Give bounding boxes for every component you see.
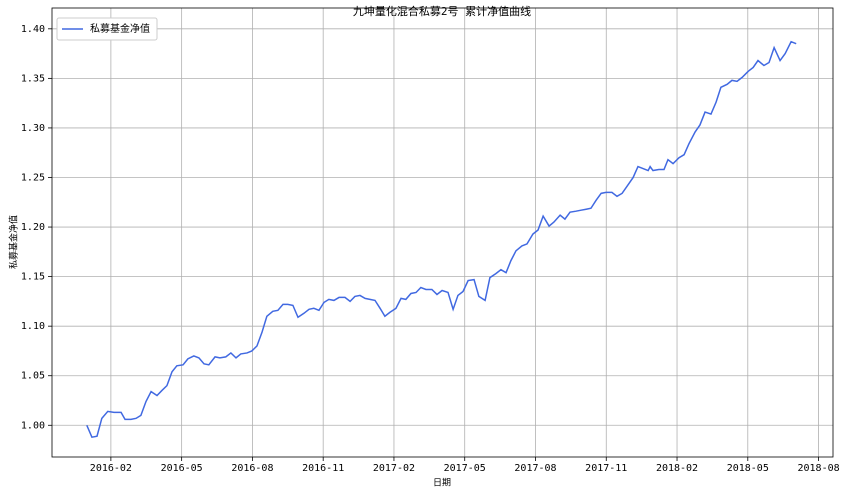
y-tick-label: 1.20: [21, 222, 45, 233]
x-tick-label: 2018-08: [797, 463, 839, 474]
y-tick-label: 1.30: [21, 123, 45, 134]
y-tick-label: 1.10: [21, 321, 45, 332]
x-tick-label: 2017-05: [444, 463, 486, 474]
y-tick-label: 1.25: [21, 172, 45, 183]
plot-frame: [51, 7, 834, 458]
x-tick-label: 2016-11: [302, 463, 344, 474]
legend-box: [56, 17, 158, 41]
chart-title: 九坤量化混合私募2号 累计净值曲线: [353, 4, 531, 18]
x-tick-label: 2018-02: [656, 463, 698, 474]
x-axis-label: 日期: [433, 478, 451, 489]
data-line: [86, 40, 797, 439]
x-tick-label: 2018-05: [727, 463, 769, 474]
y-axis-label: 私募基金净值: [8, 215, 20, 269]
x-tick-label: 2016-02: [90, 463, 132, 474]
y-tick-label: 1.15: [21, 272, 45, 283]
legend-label: 私募基金净值: [90, 22, 150, 35]
y-tick-label: 1.05: [21, 371, 45, 382]
x-tick-label: 2016-05: [161, 463, 203, 474]
x-tick-label: 2017-02: [373, 463, 415, 474]
y-tick-label: 1.40: [21, 24, 45, 35]
x-tick-label: 2017-11: [585, 463, 627, 474]
x-tick-label: 2017-08: [514, 463, 556, 474]
x-tick-label: 2016-08: [231, 463, 273, 474]
y-tick-label: 1.35: [21, 73, 45, 84]
y-tick-label: 1.00: [21, 420, 45, 431]
